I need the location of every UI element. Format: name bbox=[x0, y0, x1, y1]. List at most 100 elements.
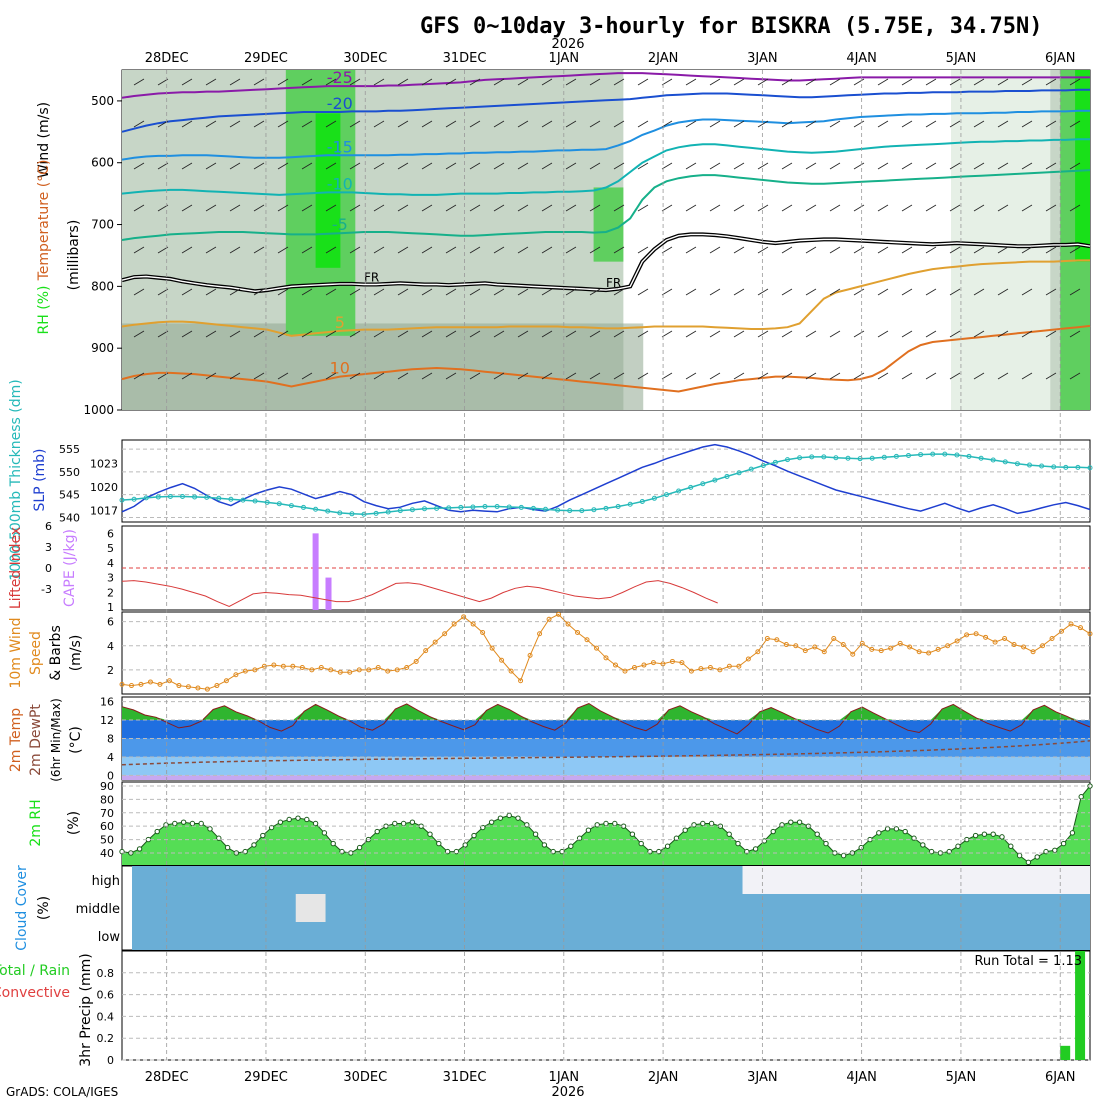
wind-barb bbox=[253, 162, 265, 170]
chart-title: GFS 0~10day 3-hourly for BISKRA (5.75E, … bbox=[420, 14, 1043, 39]
wind-barb bbox=[205, 78, 217, 86]
wind-barb bbox=[205, 372, 217, 380]
rh2m-point bbox=[189, 820, 196, 827]
wind-barb bbox=[925, 372, 937, 380]
upper-ylabel-temp: Temperature (°C) bbox=[36, 160, 52, 282]
rh2m-point bbox=[286, 816, 292, 823]
wind-barb bbox=[829, 372, 841, 380]
thickness-point bbox=[422, 506, 427, 512]
rh2m-tick-80: 80 bbox=[100, 793, 114, 806]
rh2m-point bbox=[506, 812, 512, 819]
wind-barb bbox=[925, 120, 937, 128]
rh2m-point bbox=[726, 831, 732, 837]
thickness-point bbox=[204, 494, 210, 500]
rh2m-point bbox=[920, 842, 926, 848]
thickness-point bbox=[1039, 463, 1045, 469]
thickness-point bbox=[240, 497, 246, 503]
wind-barb bbox=[565, 162, 577, 170]
wind-barb bbox=[277, 204, 289, 212]
wind-speed-point bbox=[404, 664, 410, 670]
wind-barb bbox=[613, 120, 625, 128]
freezing-level-inner bbox=[121, 233, 1091, 293]
wind-barb bbox=[973, 246, 985, 254]
wind-barb bbox=[925, 162, 937, 170]
wind-barb bbox=[253, 372, 265, 380]
wind-speed-point bbox=[622, 668, 628, 674]
isotherm--15 bbox=[121, 109, 1090, 161]
wind-barb bbox=[1021, 330, 1033, 338]
wind-barb bbox=[661, 78, 673, 86]
wind-barb bbox=[757, 330, 769, 338]
top-date-label-3JAN: 3JAN bbox=[747, 51, 778, 66]
wind-speed-point bbox=[783, 642, 789, 648]
rh2m-tick-90: 90 bbox=[100, 780, 114, 793]
thickness-point bbox=[288, 503, 294, 509]
top-year-label: 2026 bbox=[551, 37, 584, 52]
thickness-point bbox=[446, 505, 452, 511]
wind-ylabel-2: Speed bbox=[28, 631, 44, 675]
rh2m-point bbox=[638, 840, 644, 847]
wind-barb bbox=[973, 120, 985, 128]
rh2m-point bbox=[1025, 859, 1032, 866]
rh2m-point bbox=[999, 834, 1005, 840]
bottom-date-label-31DEC: 31DEC bbox=[443, 1070, 487, 1085]
thickness-point bbox=[494, 504, 500, 510]
wind-barb bbox=[805, 162, 817, 170]
upper-ytick-label-1000: 1000 bbox=[83, 403, 114, 417]
wind-barb bbox=[445, 372, 457, 380]
wind-barb bbox=[517, 204, 529, 212]
wind-barb bbox=[925, 246, 937, 254]
wind-barb bbox=[805, 120, 817, 128]
wind-barb bbox=[997, 162, 1009, 170]
precip-tick-0: 0 bbox=[107, 1054, 114, 1067]
upper-ytick-label-900: 900 bbox=[91, 341, 114, 355]
wind-barb bbox=[349, 246, 361, 254]
wind-barb bbox=[373, 120, 385, 128]
wind-barb bbox=[469, 330, 481, 338]
dewpoint-line bbox=[121, 740, 1091, 766]
wind-ylabel-1: 10m Wind bbox=[8, 617, 24, 688]
wind-barb bbox=[181, 330, 193, 338]
cloud-ylabel-2: (%) bbox=[36, 896, 52, 920]
wind-barb bbox=[517, 246, 529, 254]
wind-barb bbox=[421, 372, 433, 380]
wind-speed-point bbox=[328, 667, 334, 673]
thickness-point bbox=[1087, 465, 1093, 471]
thickness-point bbox=[712, 477, 718, 483]
wind-barb bbox=[661, 330, 673, 338]
rh2m-point bbox=[990, 831, 996, 837]
wind-barb bbox=[493, 288, 505, 296]
wind-barb bbox=[661, 288, 673, 296]
rh-moist-band-2 bbox=[593, 187, 624, 262]
temp-fill-area bbox=[122, 703, 1090, 721]
thickness-point bbox=[555, 507, 561, 513]
wind-barb bbox=[277, 246, 289, 254]
wind-speed-point bbox=[470, 621, 476, 627]
wind-barb bbox=[877, 120, 889, 128]
wind-barb bbox=[253, 330, 265, 338]
wind-speed-point bbox=[423, 648, 429, 654]
wind-barb bbox=[733, 120, 745, 128]
wind-barb bbox=[325, 372, 337, 380]
thickness-point bbox=[978, 455, 984, 461]
wind-speed-point bbox=[869, 646, 875, 652]
rh2m-tick-60: 60 bbox=[100, 820, 114, 833]
li-tick--3: -3 bbox=[41, 583, 52, 596]
thickness-tick-545: 545 bbox=[59, 489, 80, 502]
rh2m-point bbox=[356, 844, 363, 851]
rh2m-point bbox=[260, 832, 266, 839]
wind-barb bbox=[973, 372, 985, 380]
wind-barb bbox=[1069, 78, 1081, 86]
wind-speed-point bbox=[128, 683, 134, 689]
precip-tick-0.6: 0.6 bbox=[97, 989, 115, 1002]
wind-barb bbox=[613, 162, 625, 170]
rh2m-point bbox=[374, 828, 380, 835]
wind-barb bbox=[277, 288, 289, 296]
wind-barb bbox=[637, 78, 649, 86]
wind-barb bbox=[445, 330, 457, 338]
wind-barb bbox=[181, 288, 193, 296]
wind-barb bbox=[493, 78, 505, 86]
upper-ytick-label-600: 600 bbox=[91, 156, 114, 170]
wind-barb bbox=[589, 246, 601, 254]
wind-barb bbox=[805, 330, 817, 338]
